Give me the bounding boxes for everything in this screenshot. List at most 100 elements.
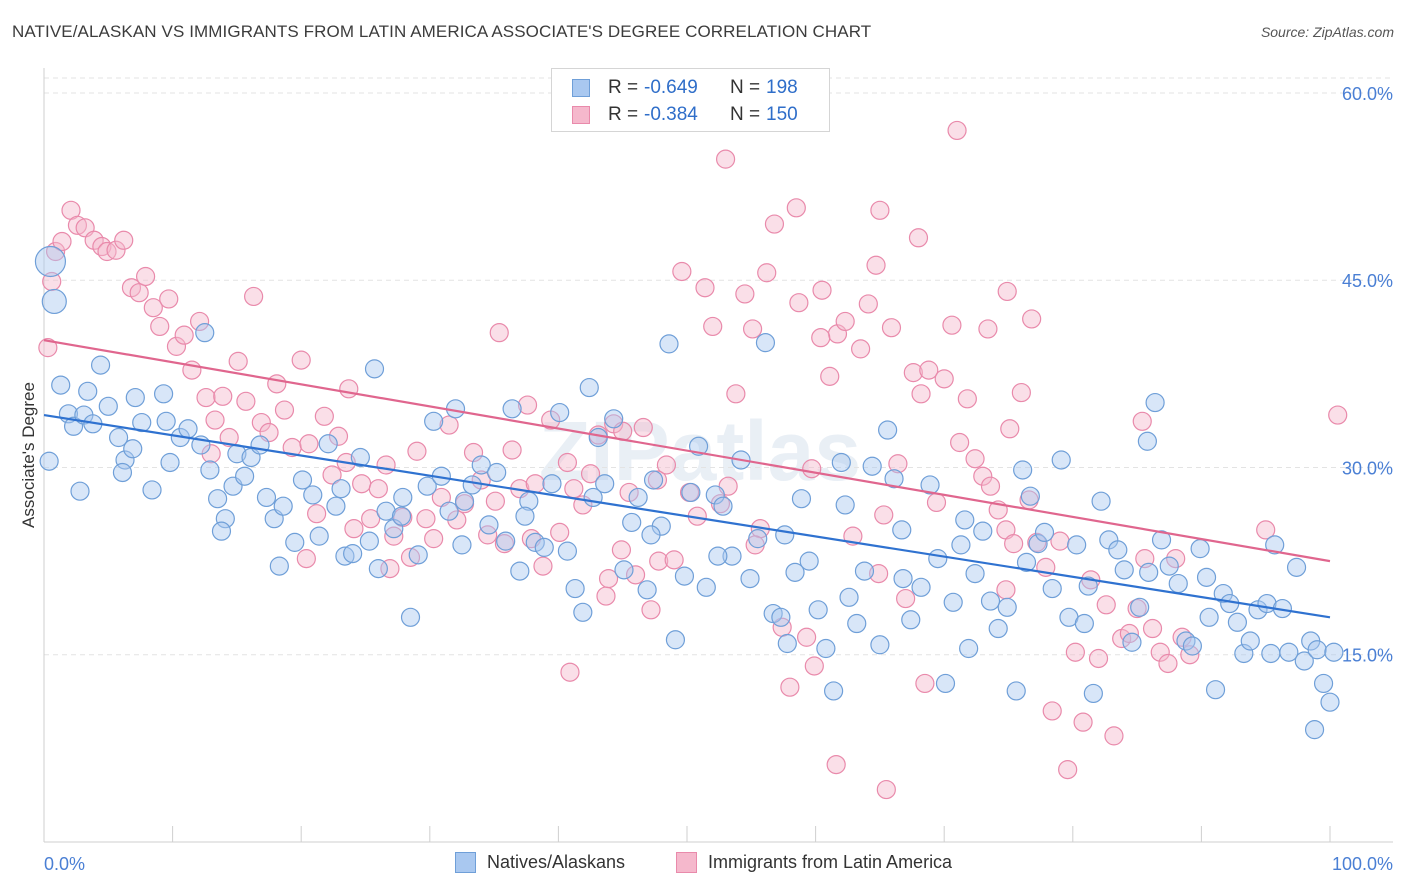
point-natives [1091,491,1111,511]
point-immigrants [219,427,239,448]
point-natives [112,462,133,483]
legend-swatch-pink [676,852,697,873]
point-immigrants [715,149,736,169]
point-natives [525,532,545,552]
point-immigrants [866,255,886,275]
point-natives [1159,556,1179,576]
point-natives [471,455,491,475]
point-immigrants [416,509,436,529]
point-immigrants [517,395,538,415]
point-natives [847,613,867,634]
point-natives [1083,683,1103,704]
point-immigrants [328,426,349,446]
point-natives [870,635,890,655]
point-immigrants [1073,712,1093,732]
legend-r-value: -0.384 [644,104,698,125]
point-natives [78,381,98,401]
point-natives [452,535,472,555]
point-immigrants [742,319,763,339]
point-natives [1190,539,1210,559]
point-natives [643,470,664,490]
point-immigrants [812,280,832,300]
point-natives [534,537,554,557]
trend-lines [43,339,1331,619]
point-natives [775,525,795,545]
point-natives [777,633,797,654]
point-immigrants [1042,701,1062,721]
point-natives [1227,612,1248,632]
point-immigrants [996,580,1016,600]
point-natives [502,399,522,419]
point-immigrants [380,559,400,579]
point-immigrants [550,522,570,543]
point-natives [215,509,235,529]
point-natives [39,451,59,471]
point-immigrants [135,266,156,287]
point-natives [1051,450,1071,470]
point-natives [722,546,742,566]
point-immigrants [114,230,134,250]
point-natives [1304,720,1325,740]
point-natives [285,532,305,552]
point-natives [125,387,145,408]
point-immigrants [1158,653,1178,674]
point-natives [943,592,963,612]
point-immigrants [291,350,311,370]
point-natives [393,487,413,508]
point-natives [557,541,578,561]
point-immigrants [38,338,58,358]
chart-title: NATIVE/ALASKAN VS IMMIGRANTS FROM LATIN … [12,22,872,41]
point-natives [771,607,791,627]
point-immigrants [980,476,1001,496]
point-natives [878,420,898,440]
point-immigrants [619,482,639,503]
point-natives [740,568,760,589]
point-natives [1324,642,1344,662]
point-natives [350,447,370,468]
point-immigrants [786,198,806,218]
point-immigrants [804,656,824,676]
point-immigrants [339,379,359,399]
point-natives [195,323,215,343]
point-natives [1122,632,1142,652]
point-natives [1234,643,1254,664]
point-natives [1020,486,1040,506]
trend-line-natives [43,413,1331,619]
point-natives [496,531,516,551]
point-immigrants [735,284,755,304]
point-natives [965,563,985,584]
point-natives [160,452,180,473]
point-natives [108,427,129,448]
point-natives [641,525,661,545]
legend-label-natives: Natives/Alaskans [487,852,626,872]
point-immigrants [881,318,902,338]
legend-n-value: 198 [766,77,798,98]
point-natives [123,439,143,459]
point-natives [439,501,459,521]
point-immigrants [352,474,372,494]
point-natives [935,673,956,694]
point-natives [583,487,603,508]
point-immigrants [915,673,935,694]
point-natives [1176,631,1196,651]
point-immigrants [633,417,653,438]
point-immigrants [1104,726,1124,746]
point-natives [1067,535,1087,555]
y-tick-label: 15.0% [1342,646,1393,666]
point-immigrants [384,526,404,546]
point-immigrants [851,339,871,359]
point-natives [705,485,725,505]
legend-r-label: R = [608,77,639,98]
point-immigrants [478,525,498,545]
point-natives [816,638,836,659]
point-immigrants [611,540,632,560]
point-natives [708,546,728,566]
point-natives [1307,640,1327,660]
point-natives [1199,607,1219,627]
point-immigrants [656,455,677,475]
point-immigrants [896,588,916,609]
legend-r-label: R = [608,104,639,125]
point-natives [988,618,1008,639]
point-immigrants [858,294,878,314]
point-immigrants [213,386,233,406]
